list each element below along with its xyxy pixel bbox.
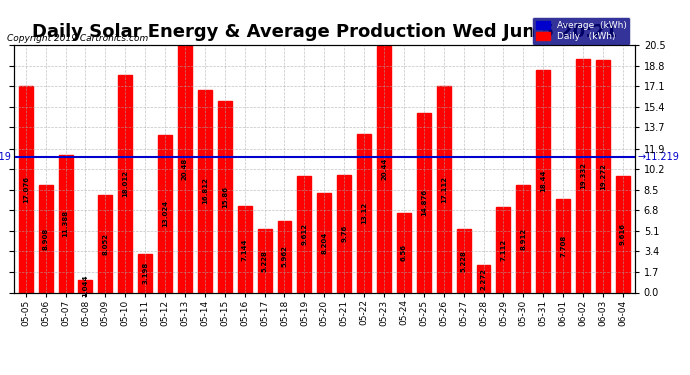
Bar — [317, 194, 331, 292]
Bar — [198, 90, 212, 292]
Text: 1.044: 1.044 — [82, 275, 88, 297]
Bar — [138, 254, 152, 292]
Bar — [257, 230, 272, 292]
Bar — [337, 175, 351, 292]
Text: 16.812: 16.812 — [202, 178, 208, 204]
Bar — [297, 177, 311, 292]
Bar — [417, 113, 431, 292]
Legend: Average  (kWh), Daily   (kWh): Average (kWh), Daily (kWh) — [533, 17, 630, 45]
Text: 2.272: 2.272 — [480, 268, 486, 290]
Bar — [178, 45, 192, 292]
Bar — [596, 60, 610, 292]
Bar — [39, 185, 52, 292]
Text: 15.86: 15.86 — [221, 186, 228, 208]
Text: 11.388: 11.388 — [63, 210, 68, 237]
Text: 17.076: 17.076 — [23, 176, 29, 203]
Bar — [218, 101, 232, 292]
Text: 7.708: 7.708 — [560, 235, 566, 257]
Bar — [497, 207, 511, 292]
Bar — [616, 176, 630, 292]
Text: ←11.219: ←11.219 — [0, 152, 11, 162]
Bar — [576, 59, 590, 292]
Bar — [118, 75, 132, 292]
Bar — [277, 220, 291, 292]
Text: 20.48: 20.48 — [182, 158, 188, 180]
Text: 9.616: 9.616 — [620, 224, 626, 246]
Text: 3.198: 3.198 — [142, 262, 148, 284]
Text: 18.44: 18.44 — [540, 170, 546, 192]
Text: 13.024: 13.024 — [162, 200, 168, 228]
Text: 6.56: 6.56 — [401, 244, 407, 261]
Text: 8.204: 8.204 — [322, 232, 327, 254]
Bar — [377, 46, 391, 292]
Text: 14.876: 14.876 — [421, 189, 427, 216]
Bar — [238, 206, 252, 292]
Bar — [516, 185, 531, 292]
Text: 5.228: 5.228 — [262, 250, 268, 272]
Text: 8.908: 8.908 — [43, 228, 49, 250]
Text: 9.76: 9.76 — [341, 225, 347, 242]
Text: Copyright 2019 Cartronics.com: Copyright 2019 Cartronics.com — [7, 34, 148, 43]
Bar — [158, 135, 172, 292]
Text: 5.962: 5.962 — [282, 246, 288, 267]
Bar — [59, 155, 72, 292]
Bar — [556, 200, 570, 292]
Bar — [397, 213, 411, 292]
Title: Daily Solar Energy & Average Production Wed Jun 5 20:21: Daily Solar Energy & Average Production … — [32, 22, 617, 40]
Text: 7.112: 7.112 — [500, 238, 506, 261]
Bar — [99, 195, 112, 292]
Text: 19.332: 19.332 — [580, 162, 586, 189]
Bar — [437, 86, 451, 292]
Bar — [457, 230, 471, 292]
Text: 19.272: 19.272 — [600, 163, 606, 190]
Text: 9.612: 9.612 — [302, 224, 308, 246]
Text: 5.228: 5.228 — [461, 250, 466, 272]
Text: 13.12: 13.12 — [361, 202, 367, 224]
Bar — [357, 134, 371, 292]
Text: 8.912: 8.912 — [520, 228, 526, 250]
Bar — [19, 86, 32, 292]
Bar — [536, 70, 550, 292]
Text: 17.112: 17.112 — [441, 176, 446, 203]
Bar — [477, 265, 491, 292]
Bar — [79, 280, 92, 292]
Text: →11.219: →11.219 — [638, 152, 680, 162]
Text: 7.144: 7.144 — [241, 238, 248, 261]
Text: 20.44: 20.44 — [381, 158, 387, 180]
Text: 18.012: 18.012 — [122, 170, 128, 197]
Text: 8.052: 8.052 — [102, 233, 108, 255]
